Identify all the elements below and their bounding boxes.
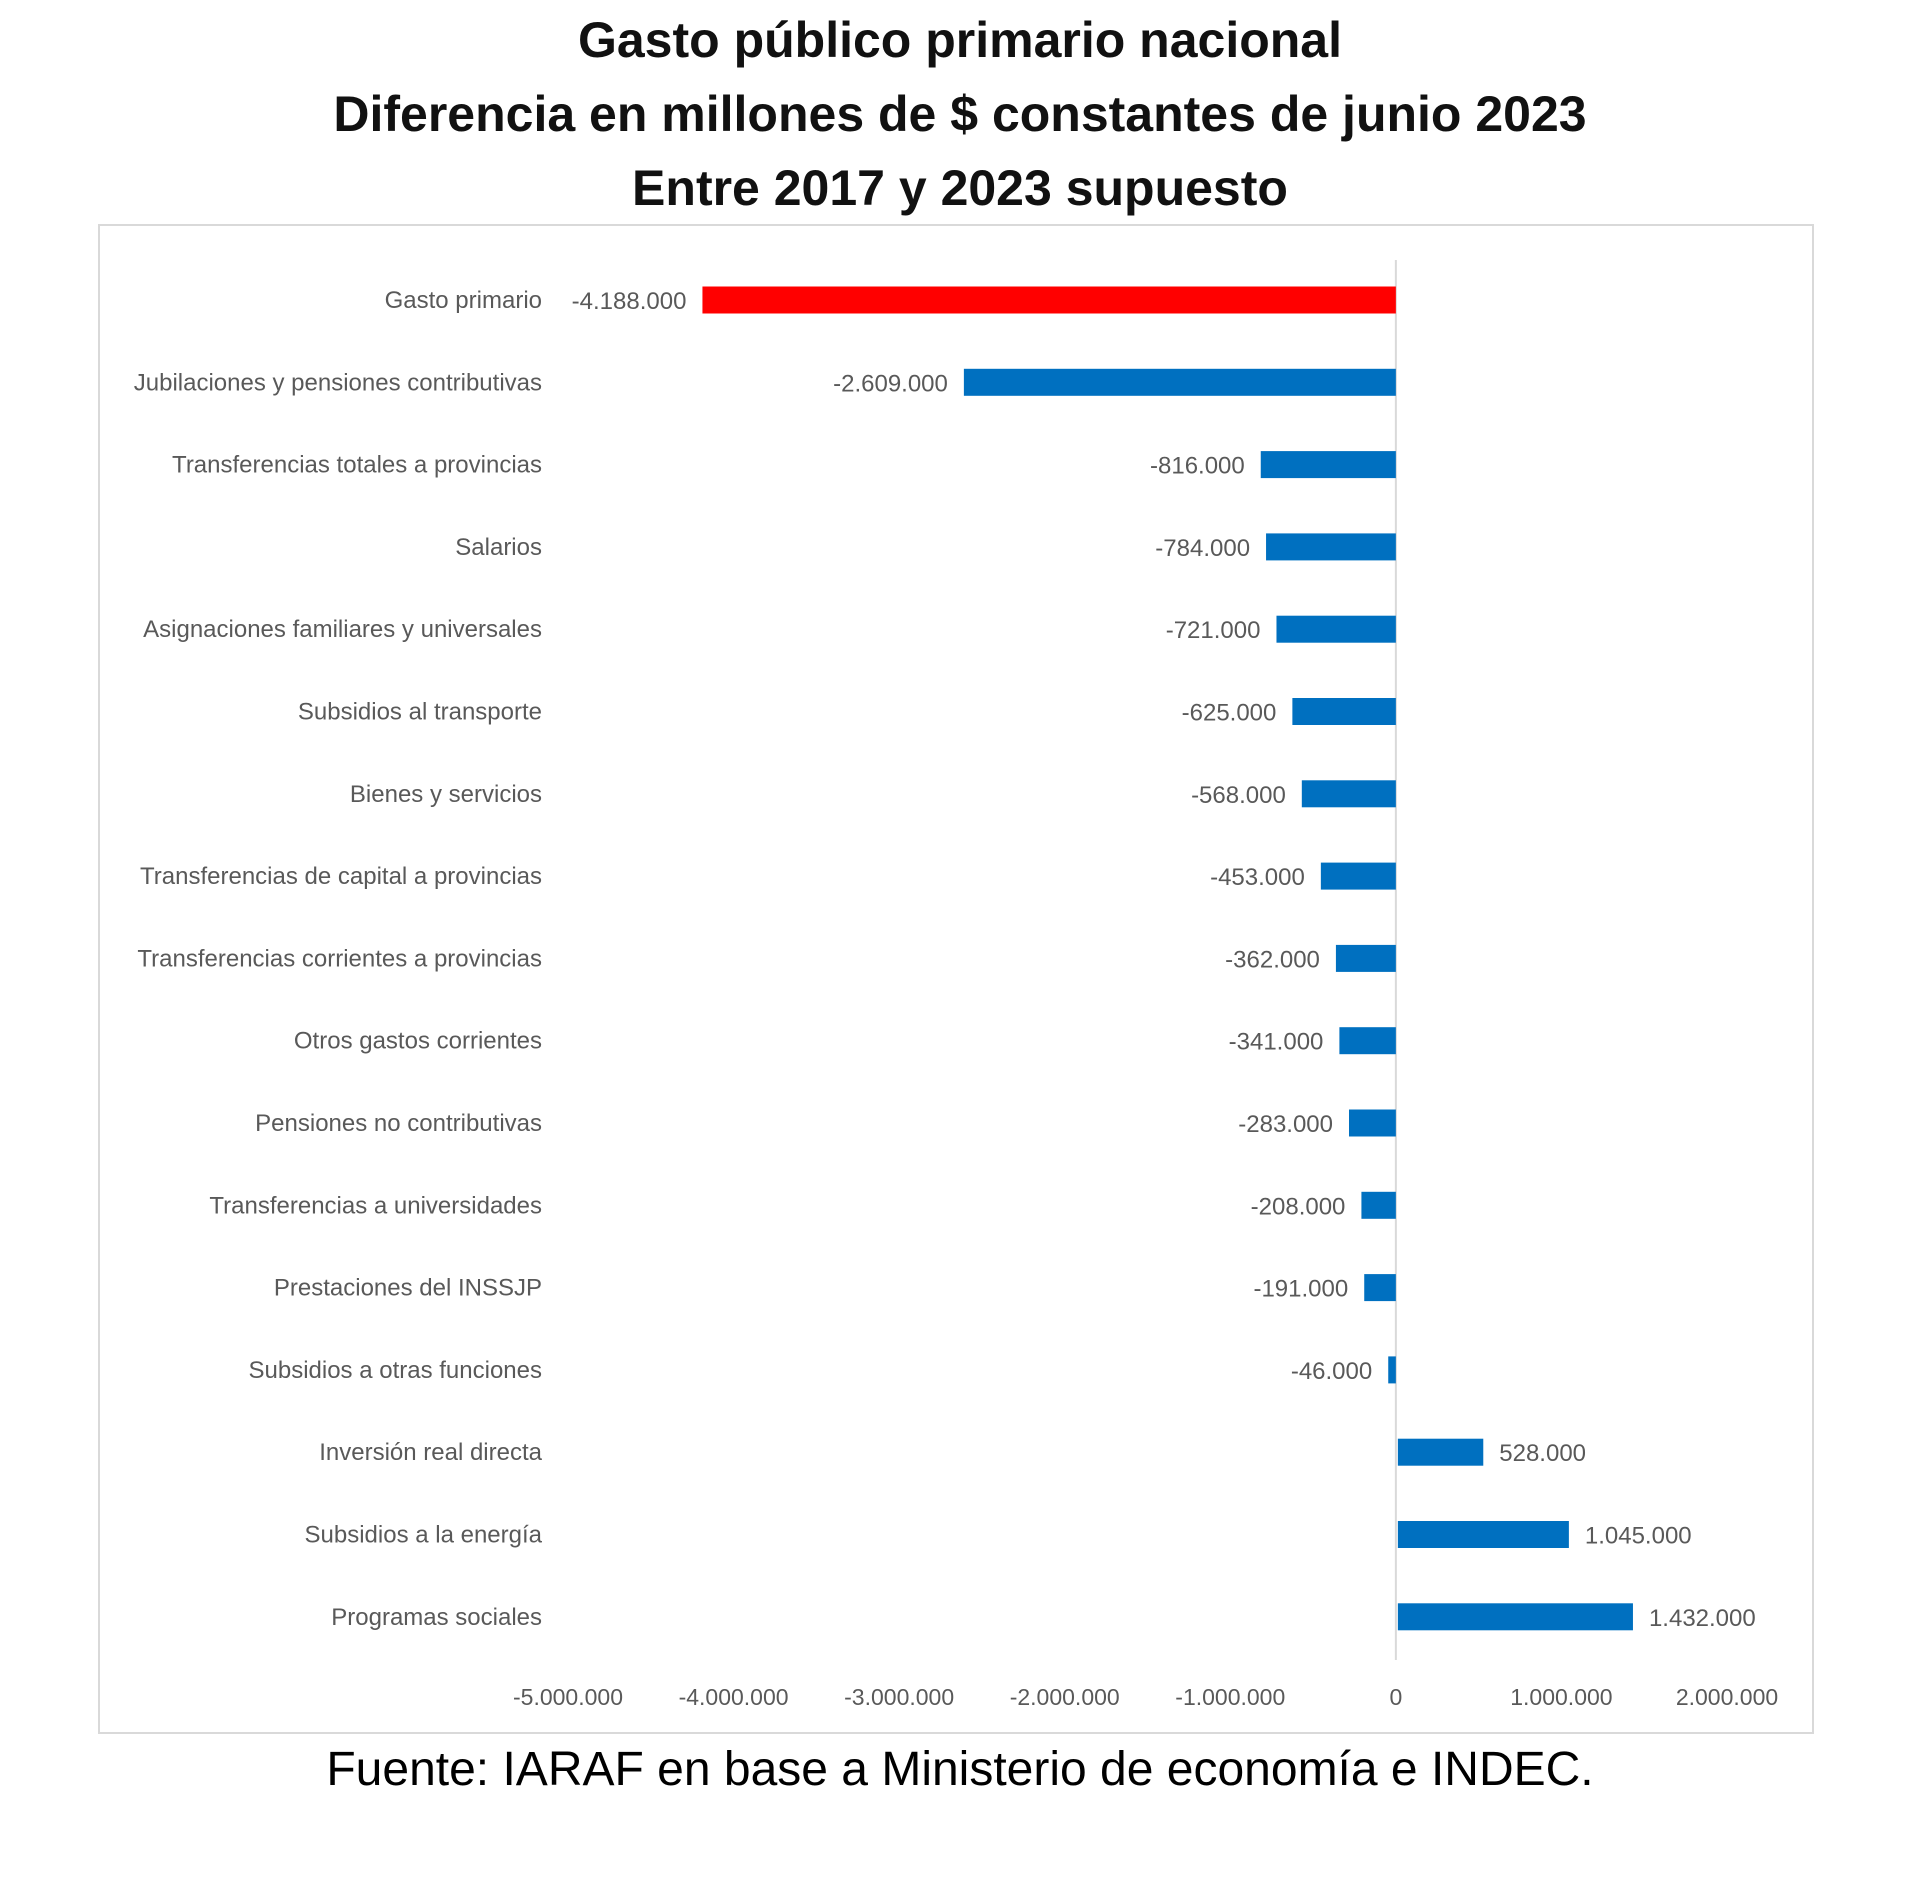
data-label: -625.000 (1182, 700, 1277, 727)
x-tick-label: 2.000.000 (1676, 1684, 1778, 1710)
x-tick-label: -5.000.000 (513, 1684, 623, 1710)
data-label: 1.432.000 (1649, 1605, 1756, 1632)
bar (1397, 1438, 1484, 1466)
x-tick-label: -3.000.000 (844, 1684, 954, 1710)
bar (1397, 1521, 1569, 1548)
data-label: -341.000 (1229, 1029, 1324, 1056)
category-label: Subsidios a la energía (305, 1522, 543, 1549)
bar (1388, 1356, 1396, 1384)
category-label: Pensiones no contributivas (255, 1110, 542, 1137)
data-label: -453.000 (1210, 864, 1305, 891)
data-label: -568.000 (1191, 782, 1286, 809)
x-tick-label: -4.000.000 (679, 1684, 789, 1710)
chart-frame (98, 224, 1814, 1734)
source-note: Fuente: IARAF en base a Ministerio de ec… (326, 1743, 1594, 1796)
chart-title-line-3: Entre 2017 y 2023 supuesto (632, 160, 1288, 216)
chart-title-line-2: Diferencia en millones de $ constantes d… (333, 86, 1587, 142)
data-label: -784.000 (1155, 535, 1250, 562)
category-label: Salarios (455, 534, 542, 561)
x-tick-label: -1.000.000 (1175, 1684, 1285, 1710)
category-label: Subsidios a otras funciones (248, 1357, 542, 1384)
data-label: -2.609.000 (833, 370, 948, 397)
bar (1349, 1109, 1396, 1137)
category-label: Transferencias totales a provincias (172, 452, 542, 479)
bar (1292, 698, 1396, 725)
bar (702, 286, 1396, 314)
category-label: Inversión real directa (319, 1439, 542, 1466)
x-tick-label: 0 (1389, 1684, 1402, 1710)
data-label: -721.000 (1166, 617, 1261, 644)
bar (1301, 780, 1396, 808)
bar (1320, 862, 1396, 890)
category-label: Asignaciones familiares y universales (143, 616, 542, 643)
x-tick-label: -2.000.000 (1010, 1684, 1120, 1710)
category-label: Otros gastos corrientes (294, 1028, 542, 1055)
data-label: -208.000 (1251, 1193, 1346, 1220)
bar (1364, 1274, 1396, 1302)
data-label: -283.000 (1238, 1111, 1333, 1138)
chart-title-line-1: Gasto público primario nacional (577, 12, 1342, 68)
bar (1266, 533, 1396, 561)
bar (1361, 1191, 1396, 1219)
category-label: Jubilaciones y pensiones contributivas (134, 369, 542, 396)
bar (963, 368, 1396, 396)
data-label: -46.000 (1291, 1358, 1372, 1385)
bar (1339, 1027, 1396, 1055)
category-label: Prestaciones del INSSJP (274, 1275, 542, 1302)
category-label: Transferencias corrientes a provincias (137, 945, 542, 972)
data-label: -4.188.000 (572, 288, 687, 315)
category-label: Bienes y servicios (350, 781, 542, 808)
x-tick-label: 1.000.000 (1510, 1684, 1612, 1710)
data-label: -362.000 (1225, 946, 1320, 973)
data-label: 1.045.000 (1585, 1523, 1692, 1550)
data-label: -816.000 (1150, 453, 1245, 480)
bar (1397, 1603, 1633, 1631)
category-label: Transferencias de capital a provincias (140, 863, 542, 890)
data-label: 528.000 (1499, 1440, 1586, 1467)
category-label: Transferencias a universidades (209, 1192, 542, 1219)
category-label: Programas sociales (331, 1604, 542, 1631)
category-label: Subsidios al transporte (298, 699, 542, 726)
category-label: Gasto primario (385, 287, 542, 314)
bar (1276, 615, 1396, 643)
bar (1260, 451, 1396, 479)
bar (1335, 944, 1396, 972)
data-label: -191.000 (1253, 1276, 1348, 1303)
